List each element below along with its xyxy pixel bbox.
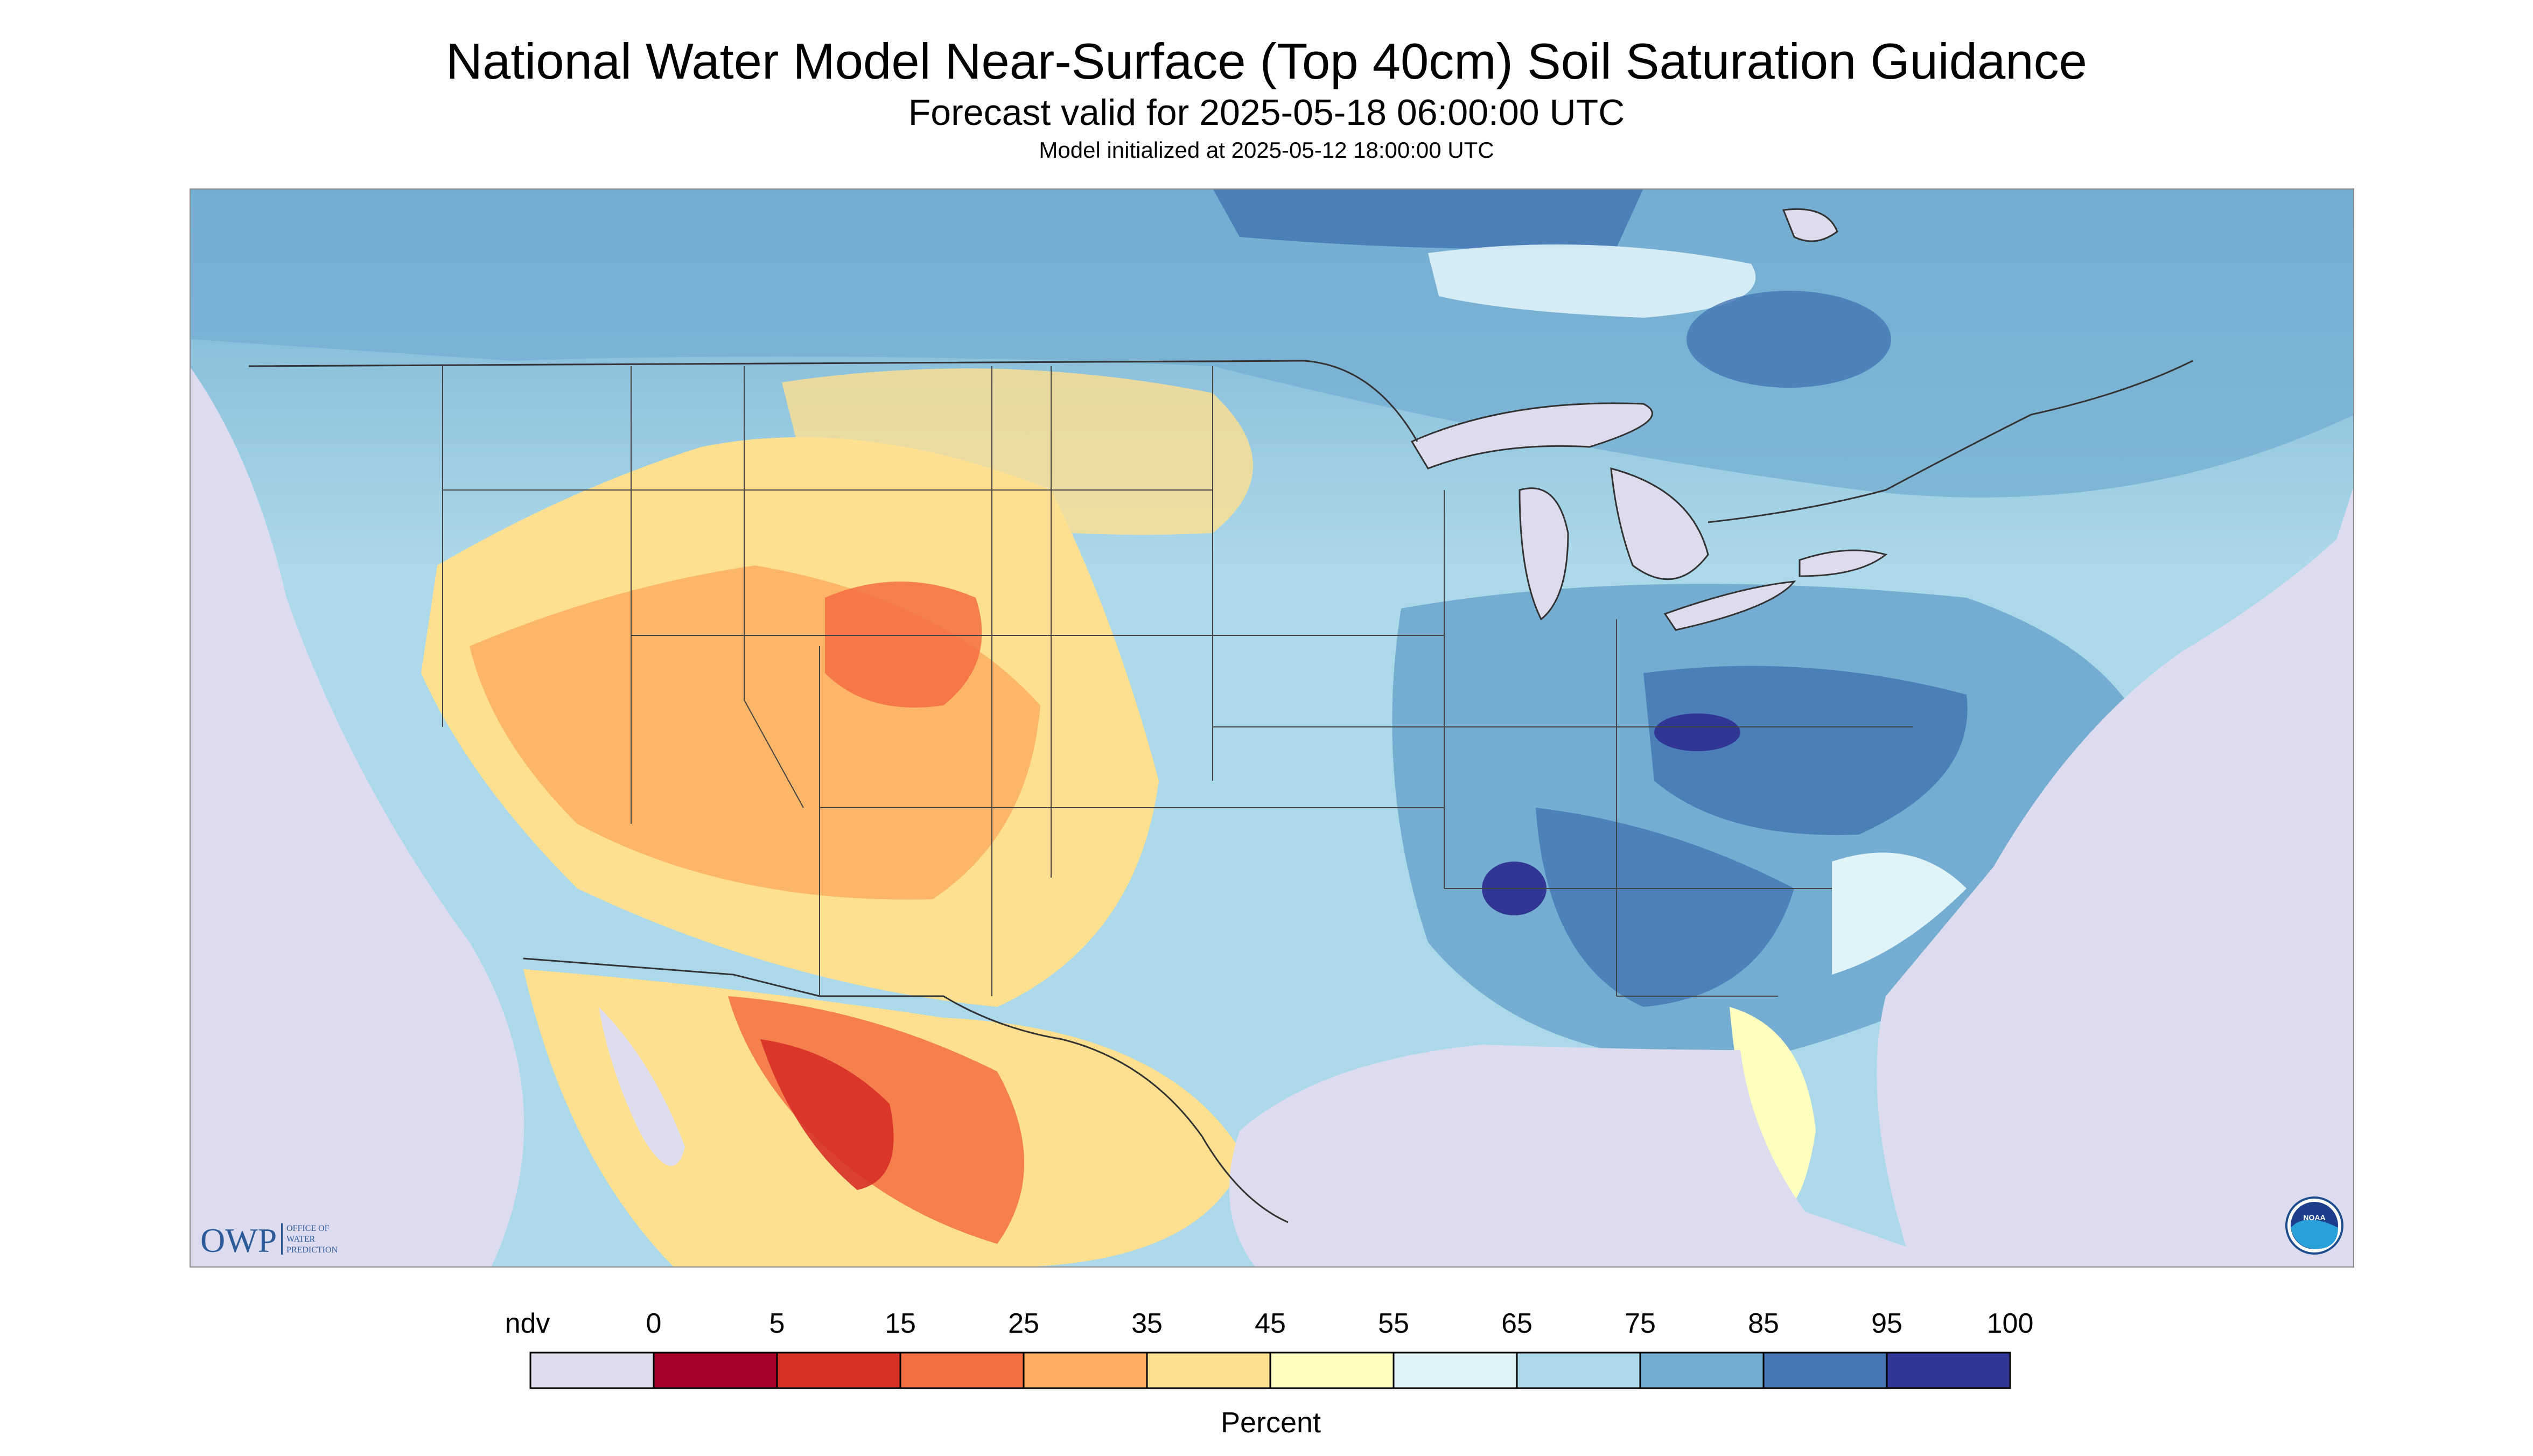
colorbar-bin-0 — [529, 1352, 655, 1389]
canada-wet-region — [190, 188, 2354, 498]
colorbar-tick-9: 85 — [1748, 1308, 1779, 1339]
colorbar-bin-10 — [1762, 1352, 1888, 1389]
atlantic-ocean — [1877, 522, 2354, 1268]
colorbar-legend: ndv 0 5 15 25 35 45 55 65 75 85 95 100 Percent — [505, 1308, 2034, 1439]
carolinas-dry-strip — [1832, 852, 1967, 975]
us-canada-border — [248, 360, 2193, 523]
colorbar-tick-labels: ndv 0 5 15 25 35 45 55 65 75 85 95 100 — [505, 1308, 2034, 1339]
lake-ontario — [1799, 549, 1888, 577]
noaa-logo-text: NOAA — [2303, 1213, 2325, 1222]
pacific-ocean — [190, 366, 524, 1268]
hudson-bay-james-bay — [1782, 208, 1838, 242]
colorbar-bin-6 — [1269, 1352, 1395, 1389]
colorbar-tick-2: 15 — [885, 1308, 916, 1339]
colorbar-bins — [529, 1352, 2011, 1389]
state-boundaries — [442, 366, 1913, 997]
colorbar-tick-8: 75 — [1625, 1308, 1656, 1339]
gulf-of-california — [599, 1007, 685, 1166]
colorbar-bin-3 — [899, 1352, 1025, 1389]
colorbar-tick-10: 95 — [1871, 1308, 1902, 1339]
canada-very-wet-region — [1213, 188, 1643, 249]
colorbar-bin-11 — [1886, 1352, 2011, 1389]
colorbar-tick-7: 65 — [1501, 1308, 1533, 1339]
colorbar-bin-5 — [1146, 1352, 1271, 1389]
colorbar-bin-1 — [653, 1352, 778, 1389]
colorbar-tick-3: 25 — [1008, 1308, 1039, 1339]
colorbar-tick-4: 35 — [1131, 1308, 1163, 1339]
lake-michigan — [1519, 487, 1569, 621]
owp-logo-line-1: OFFICE OF — [286, 1224, 330, 1233]
soil-saturation-map: OWP OFFICE OF WATER PREDICTION NOAA — [190, 188, 2354, 1268]
noaa-logo-wave — [2291, 1220, 2338, 1249]
lake-huron — [1610, 467, 1709, 580]
ohio-valley-very-wet — [1643, 666, 1968, 835]
mexico-driest-core — [760, 1039, 894, 1190]
lake-superior — [1410, 402, 1653, 470]
colorbar-bin-8 — [1516, 1352, 1641, 1389]
colorbar-bin-4 — [1023, 1352, 1148, 1389]
map-title: National Water Model Near-Surface (Top 4… — [446, 33, 2087, 89]
us-mexico-border — [523, 957, 1289, 1223]
canada-wet-patch — [1687, 291, 1891, 388]
northern-plains-dry-region — [782, 368, 1253, 535]
owp-logo-line-2: WATER — [286, 1235, 316, 1244]
colorbar-bin-2 — [776, 1352, 901, 1389]
colorbar-tick-1: 5 — [769, 1308, 785, 1339]
colorado-dry-core — [825, 582, 982, 708]
colorbar-tick-6: 55 — [1378, 1308, 1409, 1339]
colorbar-bin-9 — [1639, 1352, 1765, 1389]
colorbar-bin-7 — [1393, 1352, 1518, 1389]
map-frame — [190, 188, 2354, 1268]
canada-dry-patch — [1428, 244, 1756, 318]
gulf-of-mexico — [1229, 1045, 1967, 1268]
noaa-logo: NOAA — [2285, 1196, 2343, 1255]
owp-logo-line-3: PREDICTION — [286, 1245, 338, 1255]
florida-dry-region — [1730, 1007, 1816, 1212]
model-init-line: Model initialized at 2025-05-12 18:00:00… — [1039, 137, 1494, 163]
colorbar-unit-label: Percent — [1221, 1406, 1321, 1439]
colorbar-tick-5: 45 — [1255, 1308, 1286, 1339]
forecast-valid-subtitle: Forecast valid for 2025-05-18 06:00:00 U… — [908, 92, 1625, 133]
kentucky-wettest-spot — [1654, 713, 1740, 751]
colorbar-tick-0: 0 — [646, 1308, 662, 1339]
colorbar-tick-11: 100 — [1987, 1308, 2034, 1339]
colorbar-ndv-label: ndv — [505, 1308, 550, 1339]
southeast-very-wet — [1536, 808, 1794, 1007]
owp-logo-divider — [281, 1223, 283, 1255]
owp-logo: OWP OFFICE OF WATER PREDICTION — [200, 1221, 338, 1259]
lake-erie — [1663, 580, 1796, 631]
owp-logo-abbr: OWP — [200, 1221, 277, 1259]
